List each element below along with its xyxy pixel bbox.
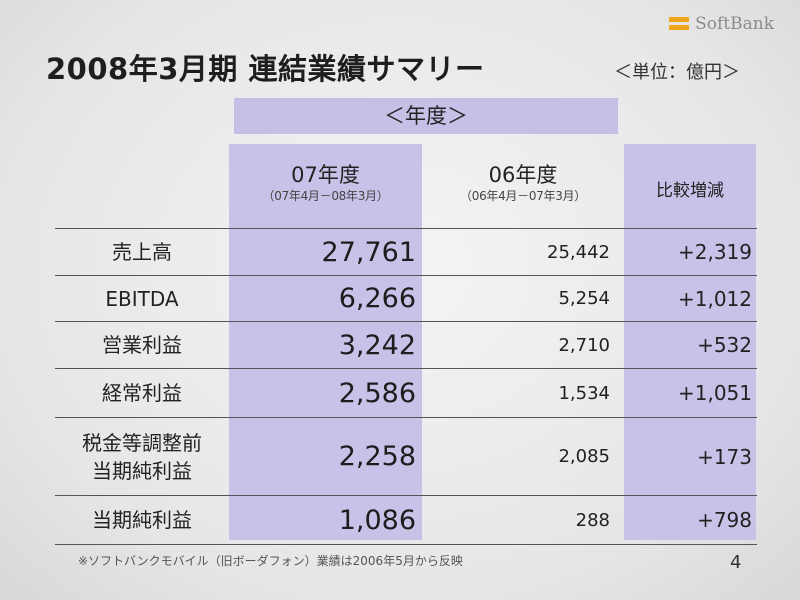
table-rule <box>55 228 757 229</box>
cell-previous-sales: 25,442 <box>547 241 610 263</box>
cell-diff-ebitda: +1,012 <box>677 286 752 311</box>
row-label-ordinary-income: 経常利益 <box>102 381 182 405</box>
column-header-previous-sub: （06年4月－07年3月） <box>460 189 586 203</box>
softbank-logo: SoftBank <box>669 14 774 34</box>
row-label-ebitda: EBITDA <box>105 286 179 311</box>
cell-previous-pretax-income: 2,085 <box>558 446 610 467</box>
row-label-pretax-line2: 当期純利益 <box>92 458 192 483</box>
row-label-pretax-income: 税金等調整前 当期純利益 <box>55 418 229 495</box>
column-header-previous: 06年度 （06年4月－07年3月） <box>422 162 624 204</box>
column-header-current-main: 07年度 <box>291 163 360 187</box>
table-rule <box>55 368 757 369</box>
cell-current-ordinary-income: 2,586 <box>338 377 416 409</box>
column-header-current: 07年度 （07年4月－08年3月） <box>229 162 422 204</box>
cell-current-net-income: 1,086 <box>338 504 416 536</box>
current-year-band <box>229 144 422 540</box>
softbank-logo-icon <box>669 17 690 31</box>
column-header-previous-main: 06年度 <box>488 163 558 187</box>
column-header-current-sub: （07年4月－08年3月） <box>262 189 389 203</box>
cell-diff-net-income: +798 <box>697 508 752 532</box>
cell-diff-pretax-income: +173 <box>697 444 752 469</box>
table-rule <box>55 321 757 322</box>
cell-previous-net-income: 288 <box>575 509 610 531</box>
table-rule <box>55 275 757 276</box>
cell-diff-ordinary-income: +1,051 <box>677 381 752 405</box>
row-label-net-income: 当期純利益 <box>92 508 192 532</box>
cell-diff-operating-income: +532 <box>697 333 752 357</box>
cell-current-pretax-income: 2,258 <box>338 441 416 472</box>
footnote: ※ソフトバンクモバイル（旧ボーダフォン）業績は2006年5月から反映 <box>78 554 463 568</box>
cell-previous-operating-income: 2,710 <box>558 334 610 356</box>
row-label-sales: 売上高 <box>112 240 172 264</box>
unit-label: ＜単位：億円＞ <box>614 62 740 83</box>
page-number: 4 <box>730 552 742 573</box>
row-label-operating-income: 営業利益 <box>102 333 182 357</box>
cell-current-ebitda: 6,266 <box>338 283 416 314</box>
table-rule <box>55 495 757 496</box>
cell-previous-ordinary-income: 1,534 <box>558 382 610 404</box>
cell-current-sales: 27,761 <box>321 236 416 268</box>
cell-current-operating-income: 3,242 <box>338 329 416 361</box>
cell-previous-ebitda: 5,254 <box>558 288 610 309</box>
column-header-diff: 比較増減 <box>656 181 724 201</box>
diff-column-band <box>624 144 756 540</box>
logo-text: SoftBank <box>695 14 774 34</box>
group-header-band <box>234 98 618 134</box>
row-label-pretax-line1: 税金等調整前 <box>82 430 202 455</box>
cell-diff-sales: +2,319 <box>677 240 752 264</box>
page-title: 2008年3月期 連結業績サマリー <box>46 52 485 86</box>
group-header-label: ＜年度＞ <box>384 104 468 128</box>
table-rule <box>55 544 757 545</box>
table-rule <box>55 417 757 418</box>
